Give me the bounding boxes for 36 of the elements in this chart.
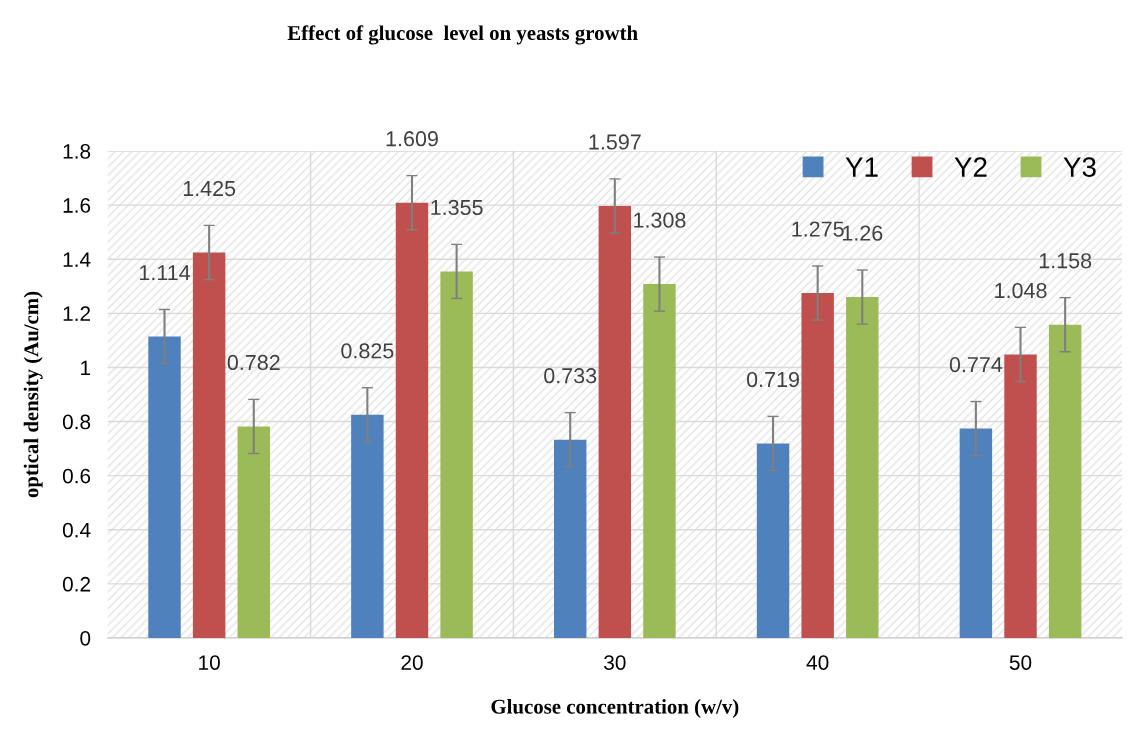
- data-label: 1.275: [792, 221, 844, 237]
- data-label: 1.048: [995, 282, 1047, 299]
- data-label: 0.774: [949, 357, 1003, 373]
- x-tick-label: 50: [1009, 655, 1032, 670]
- y-tick-label: 1: [81, 360, 91, 375]
- x-tick-label: 30: [604, 655, 626, 670]
- data-label: 1.158: [1039, 253, 1092, 269]
- data-label: 1.609: [386, 131, 438, 147]
- legend-label: Y2: [954, 157, 987, 177]
- data-label: 1.355: [431, 199, 483, 216]
- data-label: 0.782: [227, 354, 280, 371]
- y-tick-label: 0.6: [62, 468, 91, 484]
- data-label: 1.26: [842, 225, 883, 241]
- x-tick-label: 20: [401, 655, 423, 670]
- data-label: 0.733: [544, 368, 597, 384]
- data-label: 0.825: [341, 343, 394, 359]
- legend-label: Y3: [1063, 157, 1096, 177]
- data-label: 1.308: [634, 212, 686, 228]
- data-label: 1.597: [589, 134, 641, 150]
- y-tick-label: 1.6: [63, 198, 91, 213]
- y-tick-label: 1.2: [63, 306, 91, 321]
- x-tick-label: 40: [806, 655, 829, 670]
- x-tick-label: 10: [199, 655, 220, 670]
- legend-label: Y1: [845, 157, 878, 177]
- data-label: 0.719: [746, 371, 799, 388]
- chart-title: Effect of glucose level on yeasts growth: [287, 25, 638, 45]
- x-axis-title: Glucose concentration (w/v): [491, 699, 739, 718]
- data-label: 1.425: [183, 180, 236, 197]
- y-tick-label: 0.2: [62, 576, 91, 592]
- y-tick-label: 1.4: [63, 252, 91, 267]
- data-label: 1.114: [140, 265, 191, 281]
- y-tick-label: 0.4: [62, 522, 91, 538]
- y-tick-label: 1.8: [63, 144, 91, 159]
- y-axis-title: optical density (Au/cm): [23, 291, 43, 498]
- y-tick-label: 0: [80, 630, 91, 646]
- y-tick-label: 0.8: [62, 414, 91, 430]
